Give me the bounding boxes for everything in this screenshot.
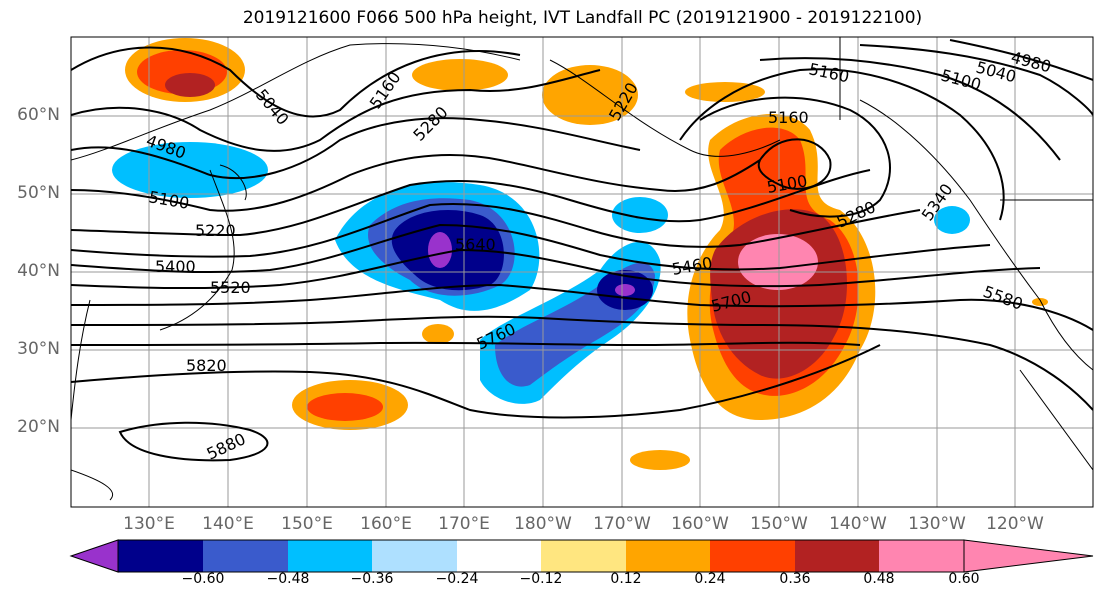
colorbar-tick-label: −0.12 [519, 571, 563, 587]
colorbar-segment [203, 540, 288, 572]
colorbar [69, 539, 1094, 573]
colorbar-tick-label: −0.36 [350, 571, 394, 587]
colorbar-extend-high [963, 539, 1094, 573]
colorbar-tick-label: 0.12 [610, 571, 642, 587]
colorbar-tick-label: −0.48 [266, 571, 310, 587]
lon-label: 170°E [438, 514, 490, 534]
lon-label: 160°W [671, 514, 729, 534]
colorbar-segment [541, 540, 626, 572]
colorbar-tick-label: 0.24 [694, 571, 726, 587]
colorbar-segment [626, 540, 710, 572]
contour-label: 5820 [186, 356, 227, 375]
lon-label: 140°E [202, 514, 254, 534]
lat-label: 20°N [17, 417, 60, 437]
contour-label: 5160 [768, 108, 809, 127]
map-frame [70, 36, 1094, 508]
lon-label: 130°W [908, 514, 966, 534]
map-area: 5040 4980 5100 5220 5400 5520 5820 5880 … [71, 37, 1093, 507]
colorbar-tick-label: 0.36 [779, 571, 811, 587]
colorbar-tick-label: −0.24 [435, 571, 479, 587]
colorbar-segment [879, 540, 964, 572]
lat-label: 40°N [17, 261, 60, 281]
coastlines [71, 37, 1093, 501]
lon-label: 160°E [360, 514, 412, 534]
lon-label: 150°E [281, 514, 333, 534]
contour-label: 5220 [195, 221, 236, 240]
lon-label: 180°W [514, 514, 572, 534]
map-title: 2019121600 F066 500 hPa height, IVT Land… [242, 8, 923, 28]
lat-label: 60°N [17, 105, 60, 125]
colorbar-tick-label: 0.48 [863, 571, 895, 587]
colorbar-segment [795, 540, 879, 572]
contour-label: 5400 [155, 257, 196, 276]
lon-label: 130°E [123, 514, 175, 534]
colorbar-tick-label: −0.60 [181, 571, 225, 587]
colorbar-segment [372, 540, 457, 572]
height-contours [71, 39, 1093, 462]
lon-label: 170°W [593, 514, 651, 534]
lat-label: 50°N [17, 183, 60, 203]
lon-label: 150°W [750, 514, 808, 534]
colorbar-segment [288, 540, 372, 572]
lon-label: 140°W [829, 514, 887, 534]
colorbar-segment [457, 540, 541, 572]
lon-label: 120°W [986, 514, 1044, 534]
colorbar-extend-low [69, 539, 119, 573]
colorbar-tick-label: 0.60 [948, 571, 980, 587]
contour-label: 5520 [210, 278, 251, 297]
colorbar-segment [118, 540, 203, 572]
colorbar-segment [710, 540, 795, 572]
contour-label: 5640 [455, 235, 496, 254]
lat-label: 30°N [17, 339, 60, 359]
